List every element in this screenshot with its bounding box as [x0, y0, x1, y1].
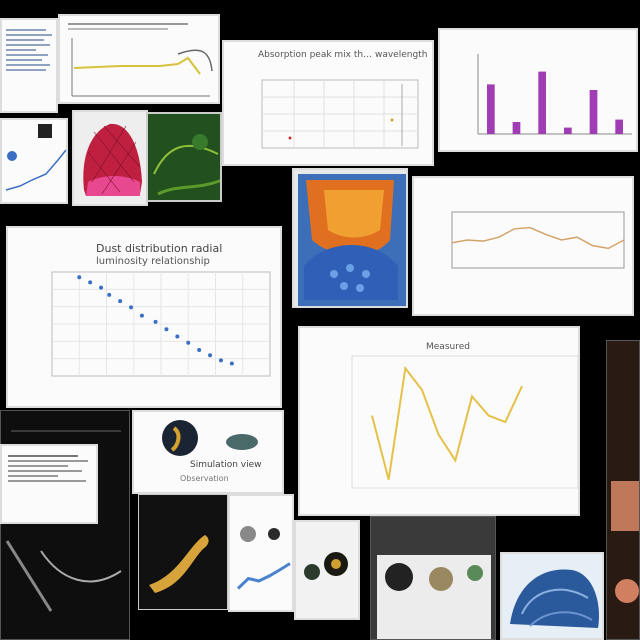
image-card-green-scene: [146, 112, 222, 202]
mini-blue-curve: [5, 124, 66, 191]
bar-chart-card: [438, 28, 638, 152]
orange-blue-render: [298, 174, 406, 306]
mini-line-chart: [71, 38, 213, 97]
chart-card-left-blue: [0, 118, 68, 204]
line-chart-card-center: Measured: [298, 326, 580, 516]
card-caption-lines: [60, 16, 218, 37]
chart-card-top-yellow: [58, 14, 220, 104]
scatter-point: [88, 280, 93, 285]
line-chart-card-tan: [412, 176, 634, 316]
scatter-point: [118, 299, 123, 304]
lower-card-title: Simulation view: [190, 460, 262, 470]
scatter-point: [208, 353, 213, 358]
tan-line-chart: [451, 211, 625, 269]
sphere-card: Simulation view Observation: [132, 410, 284, 494]
image-card-orange-blue: [292, 168, 408, 308]
document-text-lines: [2, 20, 56, 80]
blue-data-card: [228, 494, 294, 612]
scatter-card: Dust distribution radial luminosity rela…: [6, 226, 282, 408]
center-plot-title: Measured: [426, 342, 470, 352]
image-card-dark-spheres: [294, 520, 360, 620]
bar-chart: [477, 54, 632, 135]
document-card-lower-left: [0, 444, 98, 524]
series-line: [236, 562, 291, 590]
series-line: [371, 365, 523, 480]
scatter-point: [153, 319, 158, 324]
top-center-title: Absorption peak mix th… wavelength mode: [258, 50, 428, 60]
lower-card-subtitle: Observation: [180, 474, 229, 483]
bar: [486, 84, 495, 134]
scatter-point: [186, 340, 191, 345]
bar: [615, 119, 624, 134]
chart-card-top-center: Absorption peak mix th… wavelength mode: [222, 40, 434, 166]
dark-panel-lower-center: [370, 516, 496, 640]
series-line: [451, 226, 625, 250]
scatter-point: [99, 285, 104, 290]
bar: [563, 127, 572, 134]
blue-mini-chart: [236, 526, 291, 590]
scatter-point: [139, 313, 144, 318]
document-text-lines-2: [2, 446, 96, 491]
blue-coral-image: [510, 569, 599, 628]
dark-panel-graphics: [5, 430, 122, 612]
scatter-point: [164, 327, 169, 332]
scatter-point: [197, 348, 202, 352]
bar: [589, 90, 598, 134]
dark-spheres-image: [304, 552, 348, 580]
image-card-blue-coral: [500, 552, 604, 640]
lower-center-graphics: [377, 555, 491, 639]
green-scene-image: [148, 114, 220, 200]
right-edge-graphics: [611, 481, 639, 603]
scatter-title: Dust distribution radial: [96, 242, 223, 255]
scatter-point: [129, 305, 134, 310]
red-mesh-image: [83, 123, 142, 196]
image-card-gold-horn: [138, 494, 228, 610]
top-center-plot: [261, 79, 419, 149]
scatter-subtitle: luminosity relationship: [96, 256, 210, 267]
center-line-chart: [351, 355, 578, 489]
scatter-point: [107, 292, 112, 297]
scatter-point: [229, 361, 234, 366]
dark-panel-right-edge: [606, 340, 640, 640]
bar: [512, 122, 521, 134]
scatter-point: [175, 334, 180, 339]
gold-horn-image: [149, 535, 209, 593]
bar: [538, 71, 547, 134]
image-card-red-mesh: [72, 110, 148, 206]
sphere-images: [162, 420, 258, 456]
scatter-point: [77, 275, 82, 280]
scatter-point: [218, 358, 223, 363]
document-card-top-left: [0, 18, 58, 113]
scatter-plot: [51, 271, 271, 377]
